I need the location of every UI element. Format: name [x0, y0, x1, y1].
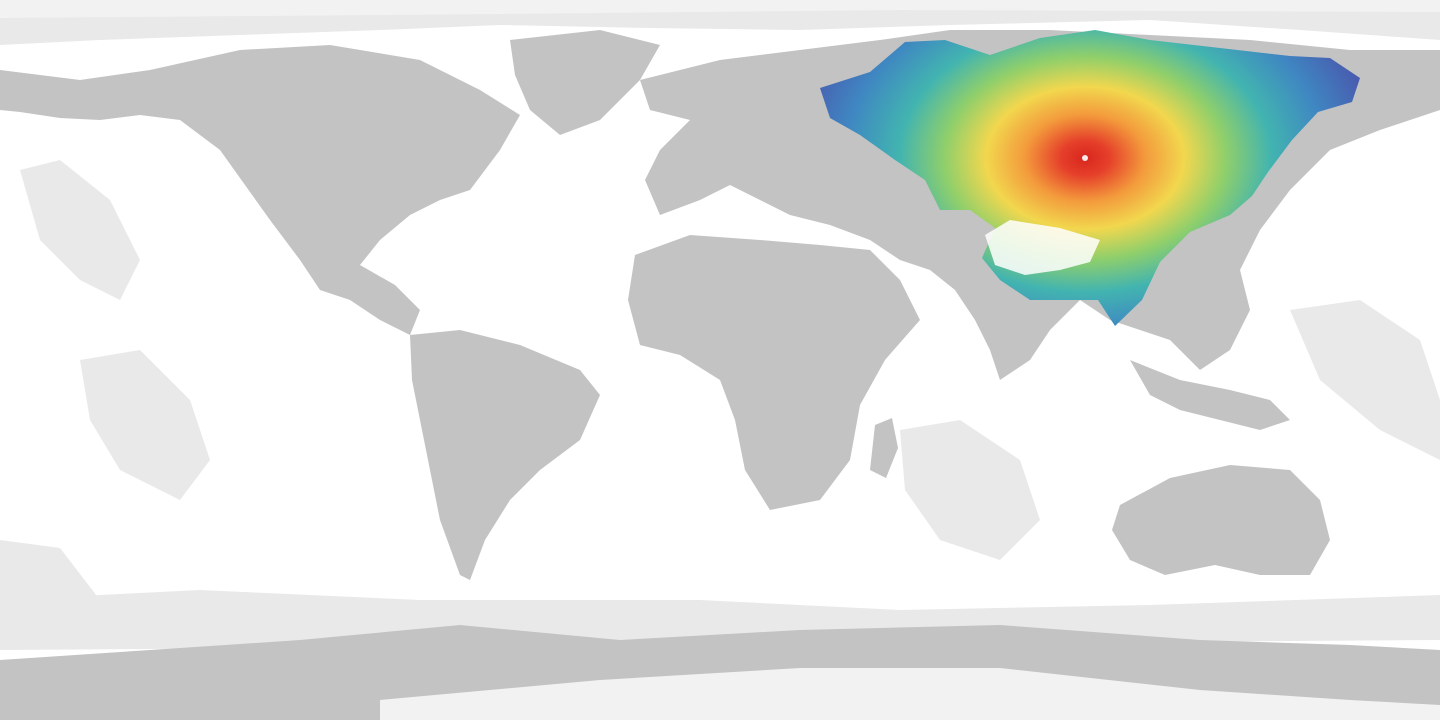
shelf-pacific-patch-2 — [80, 350, 210, 500]
ice-arctic — [0, 0, 1440, 18]
shelf-south-pacific — [1290, 300, 1440, 460]
shelf-southwest — [0, 540, 100, 620]
land-madagascar — [870, 418, 898, 478]
land-australia — [1112, 465, 1330, 575]
land-southeast-asia — [1130, 360, 1290, 430]
land-greenland — [510, 30, 660, 135]
land-south-america — [410, 330, 600, 580]
ice-antarctic-plateau — [380, 668, 1440, 720]
land-africa — [628, 235, 920, 510]
shelf-indian-patch — [900, 420, 1040, 560]
heatmap-gap-tibet — [985, 220, 1100, 275]
land-north-america — [0, 45, 520, 335]
shelf-pacific-patch-1 — [20, 160, 140, 300]
heatmap-peak-marker — [1082, 155, 1088, 161]
